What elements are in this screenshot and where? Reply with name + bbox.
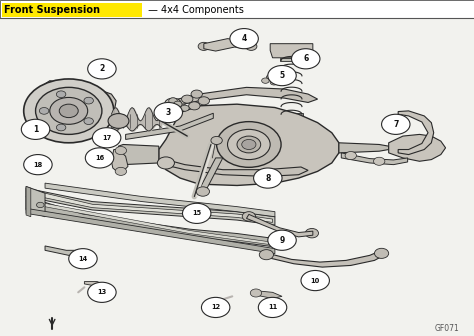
Polygon shape xyxy=(164,160,308,176)
Circle shape xyxy=(198,42,210,50)
Polygon shape xyxy=(199,158,223,190)
Polygon shape xyxy=(84,282,103,286)
Circle shape xyxy=(24,155,52,175)
Circle shape xyxy=(191,90,202,98)
Polygon shape xyxy=(280,58,303,61)
Text: 6: 6 xyxy=(303,54,309,63)
Circle shape xyxy=(268,230,296,250)
Circle shape xyxy=(115,167,127,175)
Text: 18: 18 xyxy=(33,162,43,168)
Polygon shape xyxy=(246,214,313,237)
Circle shape xyxy=(266,75,274,80)
Polygon shape xyxy=(168,87,318,107)
Text: 4: 4 xyxy=(241,34,247,43)
Circle shape xyxy=(305,228,319,238)
Text: GF071: GF071 xyxy=(435,324,460,333)
Polygon shape xyxy=(31,190,273,222)
Circle shape xyxy=(217,122,281,167)
Text: 3: 3 xyxy=(165,108,171,117)
Text: 12: 12 xyxy=(211,304,220,310)
Text: 1: 1 xyxy=(33,125,38,134)
Text: 5: 5 xyxy=(280,71,284,80)
FancyBboxPatch shape xyxy=(0,0,474,18)
Polygon shape xyxy=(40,81,62,139)
Text: 15: 15 xyxy=(192,210,201,216)
Circle shape xyxy=(56,124,66,131)
Text: 7: 7 xyxy=(393,120,399,129)
Circle shape xyxy=(382,114,410,134)
Circle shape xyxy=(242,212,255,221)
Polygon shape xyxy=(159,104,339,185)
Circle shape xyxy=(182,203,211,223)
Text: 8: 8 xyxy=(265,174,271,182)
Polygon shape xyxy=(265,251,384,267)
Polygon shape xyxy=(270,44,313,58)
Circle shape xyxy=(292,49,320,69)
Circle shape xyxy=(254,168,282,188)
Polygon shape xyxy=(26,186,31,217)
Circle shape xyxy=(262,78,269,83)
Text: 16: 16 xyxy=(95,155,104,161)
Polygon shape xyxy=(255,291,282,298)
Circle shape xyxy=(211,136,222,144)
Circle shape xyxy=(301,270,329,291)
Circle shape xyxy=(258,297,287,318)
Circle shape xyxy=(237,136,261,153)
Circle shape xyxy=(182,95,193,103)
Polygon shape xyxy=(341,153,408,165)
Polygon shape xyxy=(118,144,159,165)
Circle shape xyxy=(84,118,93,125)
FancyBboxPatch shape xyxy=(2,3,142,17)
Circle shape xyxy=(173,101,182,107)
Circle shape xyxy=(374,248,389,258)
Circle shape xyxy=(201,297,230,318)
Circle shape xyxy=(84,97,93,104)
Circle shape xyxy=(178,104,187,111)
Text: 2: 2 xyxy=(99,65,105,73)
Circle shape xyxy=(92,128,121,148)
Circle shape xyxy=(85,148,114,168)
Circle shape xyxy=(259,250,273,260)
Circle shape xyxy=(189,102,200,110)
Polygon shape xyxy=(111,150,128,172)
Circle shape xyxy=(50,97,88,124)
Circle shape xyxy=(270,80,278,85)
Circle shape xyxy=(88,282,116,302)
Circle shape xyxy=(171,108,180,114)
Circle shape xyxy=(36,87,102,134)
Circle shape xyxy=(24,79,114,143)
Polygon shape xyxy=(339,143,389,153)
Polygon shape xyxy=(45,183,275,217)
Circle shape xyxy=(230,29,258,49)
Circle shape xyxy=(169,98,177,104)
Text: 11: 11 xyxy=(268,304,277,310)
Circle shape xyxy=(242,139,256,150)
Text: 14: 14 xyxy=(78,256,88,262)
Circle shape xyxy=(154,102,182,123)
Circle shape xyxy=(268,66,296,86)
Circle shape xyxy=(115,146,127,155)
Circle shape xyxy=(88,59,116,79)
Circle shape xyxy=(228,129,270,160)
Circle shape xyxy=(69,249,97,269)
Text: 13: 13 xyxy=(97,289,107,295)
Polygon shape xyxy=(126,113,213,139)
Polygon shape xyxy=(26,197,275,247)
Text: 17: 17 xyxy=(102,135,111,141)
Circle shape xyxy=(21,119,50,139)
Polygon shape xyxy=(26,208,275,254)
Polygon shape xyxy=(398,111,434,155)
Circle shape xyxy=(345,152,356,160)
Polygon shape xyxy=(26,186,45,217)
Circle shape xyxy=(108,114,129,128)
Circle shape xyxy=(36,202,44,208)
Polygon shape xyxy=(389,134,446,161)
Circle shape xyxy=(196,187,210,196)
Circle shape xyxy=(208,300,218,306)
Circle shape xyxy=(39,108,49,114)
Polygon shape xyxy=(204,39,251,51)
Text: Front Suspension: Front Suspension xyxy=(4,5,100,15)
Circle shape xyxy=(250,289,262,297)
Text: 10: 10 xyxy=(310,278,320,284)
